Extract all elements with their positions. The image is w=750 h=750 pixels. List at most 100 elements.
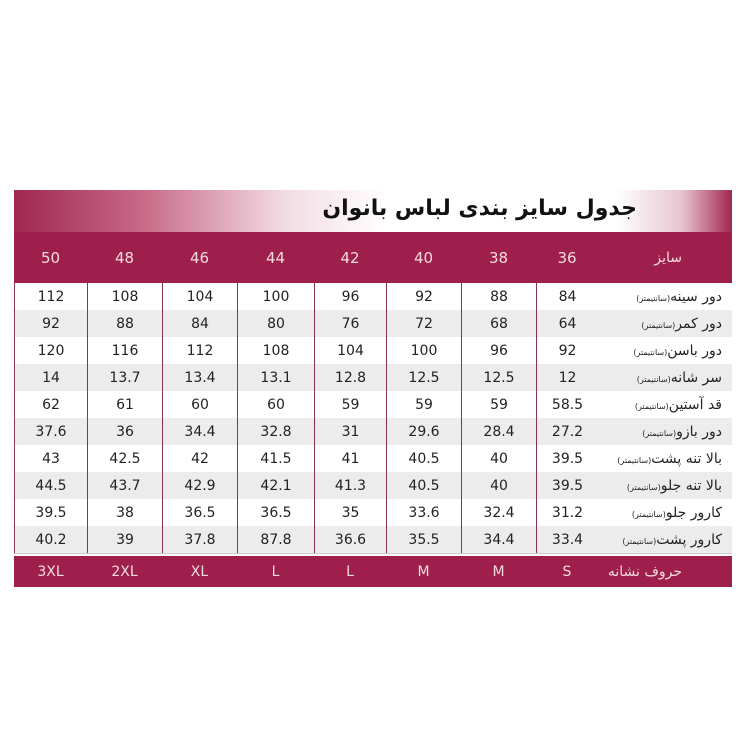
footer-row: حروف نشانه S M M L L XL 2XL 3XL xyxy=(14,556,732,587)
table-cell: 36 xyxy=(87,418,162,445)
table-row: بالا تنه جلو(سانتیمتر) 39.5 40 40.5 41.3 42.1… xyxy=(14,472,732,499)
table-row: دور بازو(سانتیمتر) 27.2 28.4 29.6 31 32.8 34.4… xyxy=(14,418,732,445)
row-label-text: سر شانه xyxy=(670,369,722,386)
table-cell: 43 xyxy=(14,445,87,472)
row-label-text: دور کمر xyxy=(675,315,722,332)
unit-label: (سانتیمتر) xyxy=(626,482,661,492)
size-letter: M xyxy=(417,563,430,580)
table-cell: 40 xyxy=(461,445,536,472)
table-cell: 60 xyxy=(162,391,237,418)
unit-label: (سانتیمتر) xyxy=(622,536,657,546)
table-cell: 35 xyxy=(314,499,386,526)
table-cell: 40.5 xyxy=(386,445,461,472)
table-cell: 13.4 xyxy=(162,364,237,391)
table-cell: 112 xyxy=(162,337,237,364)
table-cell: 42.9 xyxy=(162,472,237,499)
table-cell: 14 xyxy=(14,364,87,391)
table-cell: 44.5 xyxy=(14,472,87,499)
row-label: کارور جلو(سانتیمتر) xyxy=(598,505,732,521)
header-label: سایز xyxy=(654,249,682,266)
row-label-text: دور سینه xyxy=(670,288,722,305)
chart-title: جدول سایز بندی لباس بانوان xyxy=(322,196,637,221)
table-cell: 32.8 xyxy=(237,418,314,445)
size-header: 50 xyxy=(40,248,61,267)
table-cell: 80 xyxy=(237,310,314,337)
table-row: دور کمر(سانتیمتر) 64 68 72 76 80 84 88 92 xyxy=(14,310,732,337)
table-cell: 92 xyxy=(536,337,598,364)
unit-label: (سانتیمتر) xyxy=(636,374,671,384)
table-row: قد آستین(سانتیمتر) 58.5 59 59 59 60 60 61 62 xyxy=(14,391,732,418)
size-letter: S xyxy=(562,563,572,580)
row-label: دور سینه(سانتیمتر) xyxy=(598,289,732,305)
table-row: سر شانه(سانتیمتر) 12 12.5 12.5 12.8 13.1 13.4 1… xyxy=(14,364,732,391)
table-cell: 112 xyxy=(14,283,87,310)
table-row: بالا تنه پشت(سانتیمتر) 39.5 40 40.5 41 41.5 42… xyxy=(14,445,732,472)
table-cell: 61 xyxy=(87,391,162,418)
table-cell: 60 xyxy=(237,391,314,418)
row-label-text: دور بازو xyxy=(676,423,722,440)
table-cell: 59 xyxy=(314,391,386,418)
table-cell: 40 xyxy=(461,472,536,499)
row-label-text: کارور پشت xyxy=(656,531,722,548)
table-cell: 120 xyxy=(14,337,87,364)
table-cell: 37.8 xyxy=(162,526,237,553)
table-cell: 33.6 xyxy=(386,499,461,526)
table-cell: 13.1 xyxy=(237,364,314,391)
table-cell: 72 xyxy=(386,310,461,337)
table-row: دور سینه(سانتیمتر) 84 88 92 96 100 104 108 112 xyxy=(14,283,732,310)
size-letter: XL xyxy=(190,563,209,580)
header-row: سایز 36 38 40 42 44 46 48 50 xyxy=(14,232,732,283)
table-cell: 31 xyxy=(314,418,386,445)
row-label-text: بالا تنه جلو xyxy=(660,477,722,494)
row-label: بالا تنه جلو(سانتیمتر) xyxy=(598,478,732,494)
table-cell: 41.5 xyxy=(237,445,314,472)
unit-label: (سانتیمتر) xyxy=(633,347,668,357)
unit-label: (سانتیمتر) xyxy=(641,320,676,330)
table-cell: 76 xyxy=(314,310,386,337)
unit-label: (سانتیمتر) xyxy=(617,455,652,465)
table-cell: 59 xyxy=(386,391,461,418)
size-header: 44 xyxy=(265,248,286,267)
table-cell: 32.4 xyxy=(461,499,536,526)
table-cell: 39 xyxy=(87,526,162,553)
size-letter: L xyxy=(271,563,280,580)
table-cell: 40.5 xyxy=(386,472,461,499)
table-cell: 58.5 xyxy=(536,391,598,418)
table-cell: 38 xyxy=(87,499,162,526)
table-cell: 100 xyxy=(237,283,314,310)
table-cell: 42 xyxy=(162,445,237,472)
table-cell: 41 xyxy=(314,445,386,472)
table-cell: 12.5 xyxy=(461,364,536,391)
table-row: کارور پشت(سانتیمتر) 33.4 34.4 35.5 36.6 87.8 3… xyxy=(14,526,732,553)
table-cell: 36.5 xyxy=(162,499,237,526)
table-cell: 34.4 xyxy=(162,418,237,445)
table-cell: 104 xyxy=(314,337,386,364)
table-cell: 12.8 xyxy=(314,364,386,391)
size-letter: 2XL xyxy=(111,563,138,580)
unit-label: (سانتیمتر) xyxy=(642,428,677,438)
table-cell: 12.5 xyxy=(386,364,461,391)
unit-label: (سانتیمتر) xyxy=(634,401,669,411)
table-cell: 31.2 xyxy=(536,499,598,526)
size-header: 40 xyxy=(413,248,434,267)
table-cell: 92 xyxy=(386,283,461,310)
table-cell: 41.3 xyxy=(314,472,386,499)
row-label: سر شانه(سانتیمتر) xyxy=(598,370,732,386)
table-cell: 12 xyxy=(536,364,598,391)
unit-label: (سانتیمتر) xyxy=(636,293,671,303)
size-chart-table: جدول سایز بندی لباس بانوان سایز 36 38 40 42 4… xyxy=(14,190,732,587)
row-label: کارور پشت(سانتیمتر) xyxy=(598,532,732,548)
table-cell: 36.6 xyxy=(314,526,386,553)
table-cell: 27.2 xyxy=(536,418,598,445)
table-cell: 36.5 xyxy=(237,499,314,526)
table-cell: 42.5 xyxy=(87,445,162,472)
row-label: دور کمر(سانتیمتر) xyxy=(598,316,732,332)
table-cell: 104 xyxy=(162,283,237,310)
size-header: 38 xyxy=(488,248,509,267)
table-cell: 37.6 xyxy=(14,418,87,445)
table-cell: 28.4 xyxy=(461,418,536,445)
table-row: کارور جلو(سانتیمتر) 31.2 32.4 33.6 35 36.5 36.… xyxy=(14,499,732,526)
table-cell: 68 xyxy=(461,310,536,337)
table-cell: 29.6 xyxy=(386,418,461,445)
size-header: 46 xyxy=(189,248,210,267)
